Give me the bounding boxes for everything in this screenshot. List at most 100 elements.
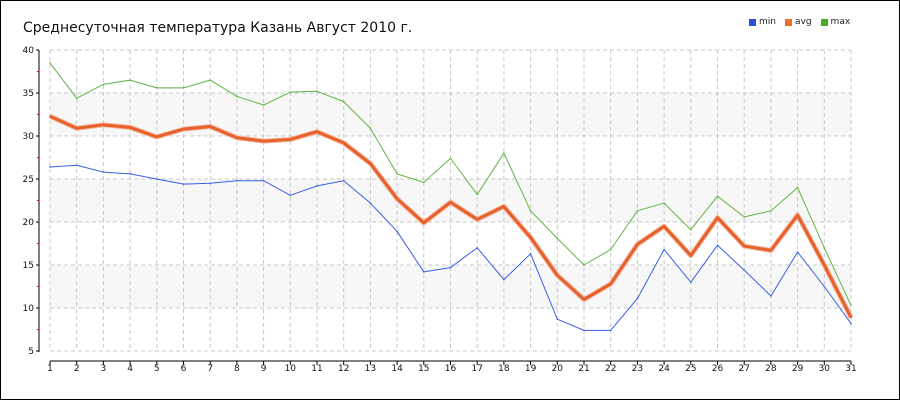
data-point-max xyxy=(342,100,345,103)
data-point-max xyxy=(663,202,665,204)
x-tick-label: 24 xyxy=(658,364,670,374)
data-point-min xyxy=(556,318,559,320)
data-point-avg xyxy=(423,222,425,224)
y-tick-label: 10 xyxy=(23,304,35,314)
x-tick-label: 29 xyxy=(792,364,804,374)
data-point-min xyxy=(423,271,425,273)
data-point-max xyxy=(823,247,826,249)
data-point-avg xyxy=(49,115,51,118)
data-point-max xyxy=(369,127,372,130)
y-tick-label: 40 xyxy=(23,46,35,56)
data-point-avg xyxy=(609,283,612,285)
data-point-min xyxy=(716,244,719,247)
data-point-avg xyxy=(503,205,505,208)
x-tick-label: 8 xyxy=(234,364,240,374)
data-point-avg xyxy=(583,298,585,301)
data-point-max xyxy=(316,90,318,93)
y-tick-label: 15 xyxy=(23,261,34,271)
y-tick-label: 30 xyxy=(23,132,35,142)
x-tick-label: 6 xyxy=(181,364,187,374)
data-point-max xyxy=(182,87,185,89)
x-tick-label: 2 xyxy=(74,364,80,374)
data-point-max xyxy=(716,195,719,197)
chart-title: Среднесуточная температура Казань Август… xyxy=(23,20,413,36)
data-point-max xyxy=(770,210,772,212)
data-point-max xyxy=(796,186,799,189)
data-point-max xyxy=(156,87,158,89)
data-point-avg xyxy=(529,236,532,239)
y-tick-label: 35 xyxy=(23,89,34,99)
x-tick-label: 19 xyxy=(525,364,537,374)
legend-swatch-max xyxy=(820,18,828,26)
data-point-max xyxy=(75,97,78,99)
data-point-max xyxy=(209,79,211,81)
data-point-max xyxy=(583,264,585,266)
data-point-min xyxy=(209,182,211,185)
data-point-min xyxy=(342,179,345,182)
data-point-min xyxy=(182,183,185,185)
data-point-avg xyxy=(476,218,479,221)
data-point-max xyxy=(423,181,425,184)
data-point-max xyxy=(850,304,852,307)
data-point-avg xyxy=(796,214,799,216)
data-point-min xyxy=(690,281,692,284)
data-point-max xyxy=(236,95,238,98)
data-point-min xyxy=(636,297,639,300)
data-point-min xyxy=(609,329,612,332)
data-point-min xyxy=(529,253,532,255)
data-point-avg xyxy=(369,162,372,165)
data-point-avg xyxy=(102,124,105,126)
legend-label-min: min xyxy=(759,17,776,27)
data-point-min xyxy=(796,251,799,253)
data-point-max xyxy=(129,79,131,81)
data-point-avg xyxy=(823,264,826,266)
data-point-avg xyxy=(75,127,78,130)
data-point-max xyxy=(556,237,559,240)
legend-label-avg: avg xyxy=(794,17,812,27)
data-point-avg xyxy=(449,201,452,204)
data-point-min xyxy=(743,269,745,271)
x-tick-label: 13 xyxy=(365,364,376,374)
x-tick-label: 25 xyxy=(685,364,696,374)
x-tick-label: 15 xyxy=(418,364,429,374)
x-tick-label: 20 xyxy=(552,364,564,374)
data-point-avg xyxy=(182,128,185,130)
data-point-max xyxy=(690,228,692,231)
data-point-avg xyxy=(850,316,852,319)
x-tick-label: 28 xyxy=(765,364,777,374)
x-tick-label: 22 xyxy=(605,364,616,374)
data-point-min xyxy=(236,179,238,182)
data-point-avg xyxy=(690,254,692,257)
data-point-min xyxy=(503,278,505,281)
x-tick-label: 17 xyxy=(471,364,482,374)
data-point-avg xyxy=(716,216,719,219)
x-tick-label: 1 xyxy=(47,364,53,374)
x-tick-label: 21 xyxy=(578,364,589,374)
data-point-max xyxy=(262,104,265,106)
grid-band xyxy=(50,265,851,308)
y-tick-label: 20 xyxy=(23,218,35,228)
x-tick-label: 11 xyxy=(311,364,322,374)
legend-label-max: max xyxy=(830,17,851,27)
data-point-avg xyxy=(396,197,398,200)
data-point-avg xyxy=(770,249,772,252)
data-point-min xyxy=(449,266,452,269)
x-tick-label: 18 xyxy=(498,364,510,374)
data-point-min xyxy=(663,248,665,251)
data-point-max xyxy=(743,216,745,218)
x-tick-label: 3 xyxy=(101,364,107,374)
legend-item-min: min xyxy=(749,17,776,27)
y-tick-label: 25 xyxy=(23,175,34,185)
x-tick-label: 5 xyxy=(154,364,160,374)
data-point-min xyxy=(102,171,105,173)
data-point-avg xyxy=(156,136,158,138)
data-point-max xyxy=(49,62,51,64)
x-tick-label: 14 xyxy=(391,364,403,374)
data-point-min xyxy=(850,322,852,325)
x-tick-label: 16 xyxy=(445,364,457,374)
data-point-min xyxy=(770,295,772,297)
data-point-avg xyxy=(129,126,131,129)
data-point-max xyxy=(476,193,479,196)
data-point-min xyxy=(583,329,585,332)
legend-item-avg: avg xyxy=(784,17,812,27)
